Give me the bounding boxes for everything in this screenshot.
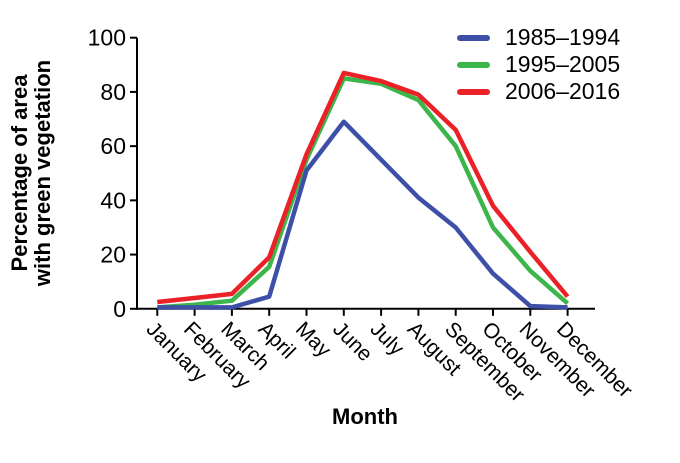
x-axis-title: Month	[332, 404, 398, 429]
series-line-1995-2005	[157, 76, 570, 310]
legend-row-2006-2016: 2006–2016	[457, 78, 620, 105]
legend-label: 2006–2016	[505, 78, 621, 104]
y-axis-title: Percentage of area with green vegetation	[7, 59, 55, 287]
series-line-1985-1994	[157, 119, 568, 310]
legend: 1985–1994 1995–2005 2006–2016	[457, 24, 620, 105]
legend-swatch-blue	[457, 34, 490, 41]
y-axis-title-line2: with green vegetation	[30, 59, 55, 287]
y-axis-tick-label: 40	[100, 187, 126, 213]
y-axis-title-line1: Percentage of area	[7, 74, 32, 272]
y-axis-tick-label: 80	[100, 79, 126, 105]
y-axis-tick-label: 100	[88, 25, 126, 51]
legend-swatch-green	[457, 61, 490, 68]
legend-row-1995-2005: 1995–2005	[457, 51, 620, 78]
y-axis-tick-label: 60	[100, 133, 126, 159]
legend-label: 1985–1994	[505, 24, 621, 50]
y-axis-tick-label: 0	[113, 296, 126, 322]
y-axis-tick-label: 20	[100, 242, 126, 268]
legend-swatch-red	[457, 88, 490, 95]
month-tick-label: May	[291, 318, 336, 363]
series-line-2006-2016	[157, 70, 570, 305]
legend-label: 1995–2005	[505, 51, 621, 77]
legend-row-1985-1994: 1985–1994	[457, 24, 620, 51]
month-tick-label: June	[328, 318, 376, 366]
